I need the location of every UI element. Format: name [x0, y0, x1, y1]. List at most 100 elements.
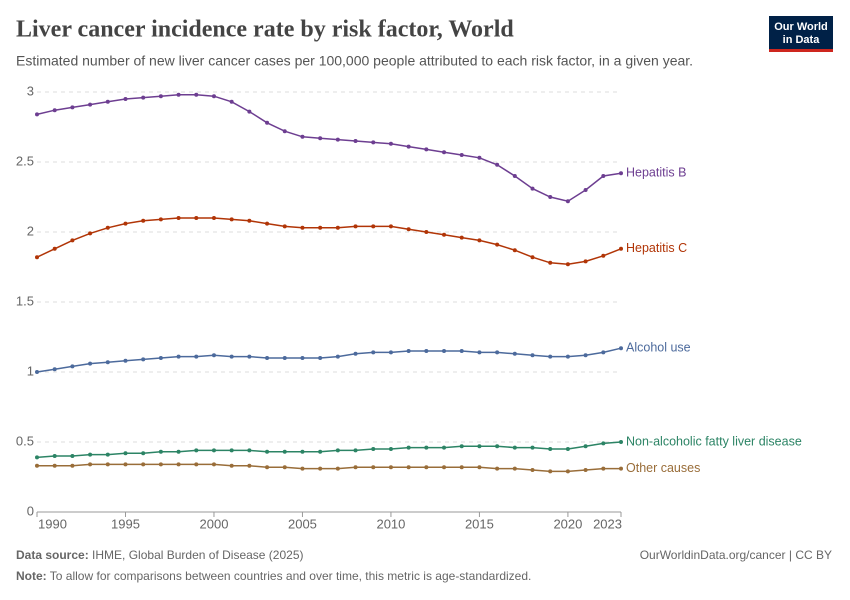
data-point	[601, 253, 606, 258]
data-point	[88, 102, 93, 107]
data-point	[247, 448, 252, 453]
data-point	[495, 162, 500, 167]
data-point	[88, 231, 93, 236]
logo-bar	[769, 49, 833, 52]
data-point	[300, 356, 305, 360]
logo[interactable]	[769, 16, 833, 52]
data-point	[583, 353, 588, 358]
data-point	[158, 449, 163, 454]
data-point	[247, 463, 252, 468]
data-point	[530, 186, 535, 191]
source-label: Data source:	[16, 548, 89, 562]
data-point	[565, 199, 570, 204]
data-point	[583, 188, 588, 192]
data-point	[35, 112, 39, 117]
data-point	[388, 224, 393, 229]
data-point	[318, 356, 323, 360]
data-point	[247, 109, 252, 114]
data-point	[335, 137, 340, 142]
data-point	[424, 465, 429, 470]
data-point	[477, 155, 482, 160]
series-line	[37, 463, 621, 473]
data-point	[52, 463, 57, 468]
data-point	[211, 216, 216, 220]
data-point	[406, 144, 411, 149]
data-point	[158, 462, 163, 467]
chart-subtitle: Estimated number of new liver cancer cas…	[16, 53, 693, 69]
data-point	[459, 444, 464, 449]
data-point	[406, 227, 411, 232]
data-point	[282, 449, 287, 454]
data-point	[371, 140, 376, 145]
data-point	[371, 350, 376, 355]
data-point	[512, 248, 517, 253]
data-point	[247, 218, 252, 223]
data-point	[601, 441, 606, 446]
series-line	[36, 441, 622, 459]
data-point	[70, 105, 75, 110]
y-tick-label: 2	[27, 223, 34, 238]
data-point	[530, 255, 535, 260]
data-point	[229, 448, 234, 453]
data-point	[459, 153, 464, 157]
data-point	[70, 238, 75, 243]
data-point	[530, 445, 535, 450]
data-point	[176, 92, 181, 97]
data-point	[371, 224, 376, 229]
data-point	[583, 444, 588, 449]
data-point	[353, 465, 358, 470]
data-point	[52, 108, 57, 113]
data-point	[194, 92, 199, 97]
data-point	[35, 255, 39, 260]
data-point	[335, 448, 340, 453]
data-point	[388, 465, 393, 470]
footer: Data source: IHME, Global Burden of Dise…	[16, 548, 303, 562]
data-point	[282, 129, 287, 134]
data-point	[247, 354, 252, 359]
data-point	[194, 462, 199, 467]
data-point	[282, 465, 287, 470]
data-point	[424, 147, 429, 152]
data-point	[229, 463, 234, 468]
data-point	[388, 447, 393, 451]
data-point	[300, 449, 305, 454]
data-point	[265, 356, 270, 360]
x-tick-label: 2010	[376, 516, 405, 531]
data-point	[495, 466, 500, 471]
data-point	[442, 349, 447, 353]
data-point	[335, 354, 340, 359]
data-point	[565, 262, 570, 267]
data-point	[548, 354, 553, 359]
data-point	[619, 171, 623, 176]
data-point	[194, 354, 199, 359]
data-point	[495, 444, 500, 449]
data-point	[353, 448, 358, 453]
x-tick-label: 2015	[465, 516, 494, 531]
y-tick-label: 0	[27, 503, 34, 518]
data-point	[52, 367, 57, 372]
data-point	[442, 232, 447, 237]
data-point	[141, 95, 146, 100]
legend-label[interactable]: Alcohol use	[626, 340, 691, 354]
data-point	[300, 134, 305, 139]
data-point	[371, 465, 376, 470]
data-point	[176, 354, 181, 359]
legend-label[interactable]: Other causes	[626, 461, 700, 475]
data-point	[105, 225, 110, 230]
y-tick-label: 3	[27, 83, 34, 98]
data-point	[583, 468, 588, 472]
data-point	[88, 462, 93, 467]
data-point	[105, 462, 110, 467]
data-point	[211, 448, 216, 453]
logo-text: Our World	[774, 21, 828, 33]
data-point	[406, 445, 411, 450]
data-point	[176, 216, 181, 220]
legend-label[interactable]: Hepatitis B	[626, 165, 686, 179]
data-point	[158, 217, 163, 222]
data-point	[442, 465, 447, 470]
legend-label[interactable]: Hepatitis C	[626, 241, 687, 255]
data-point	[300, 225, 305, 230]
legend-label[interactable]: Non-alcoholic fatty liver disease	[626, 434, 802, 448]
url[interactable]: OurWorldinData.org/cancer | CC BY	[640, 548, 832, 562]
data-point	[211, 353, 216, 358]
